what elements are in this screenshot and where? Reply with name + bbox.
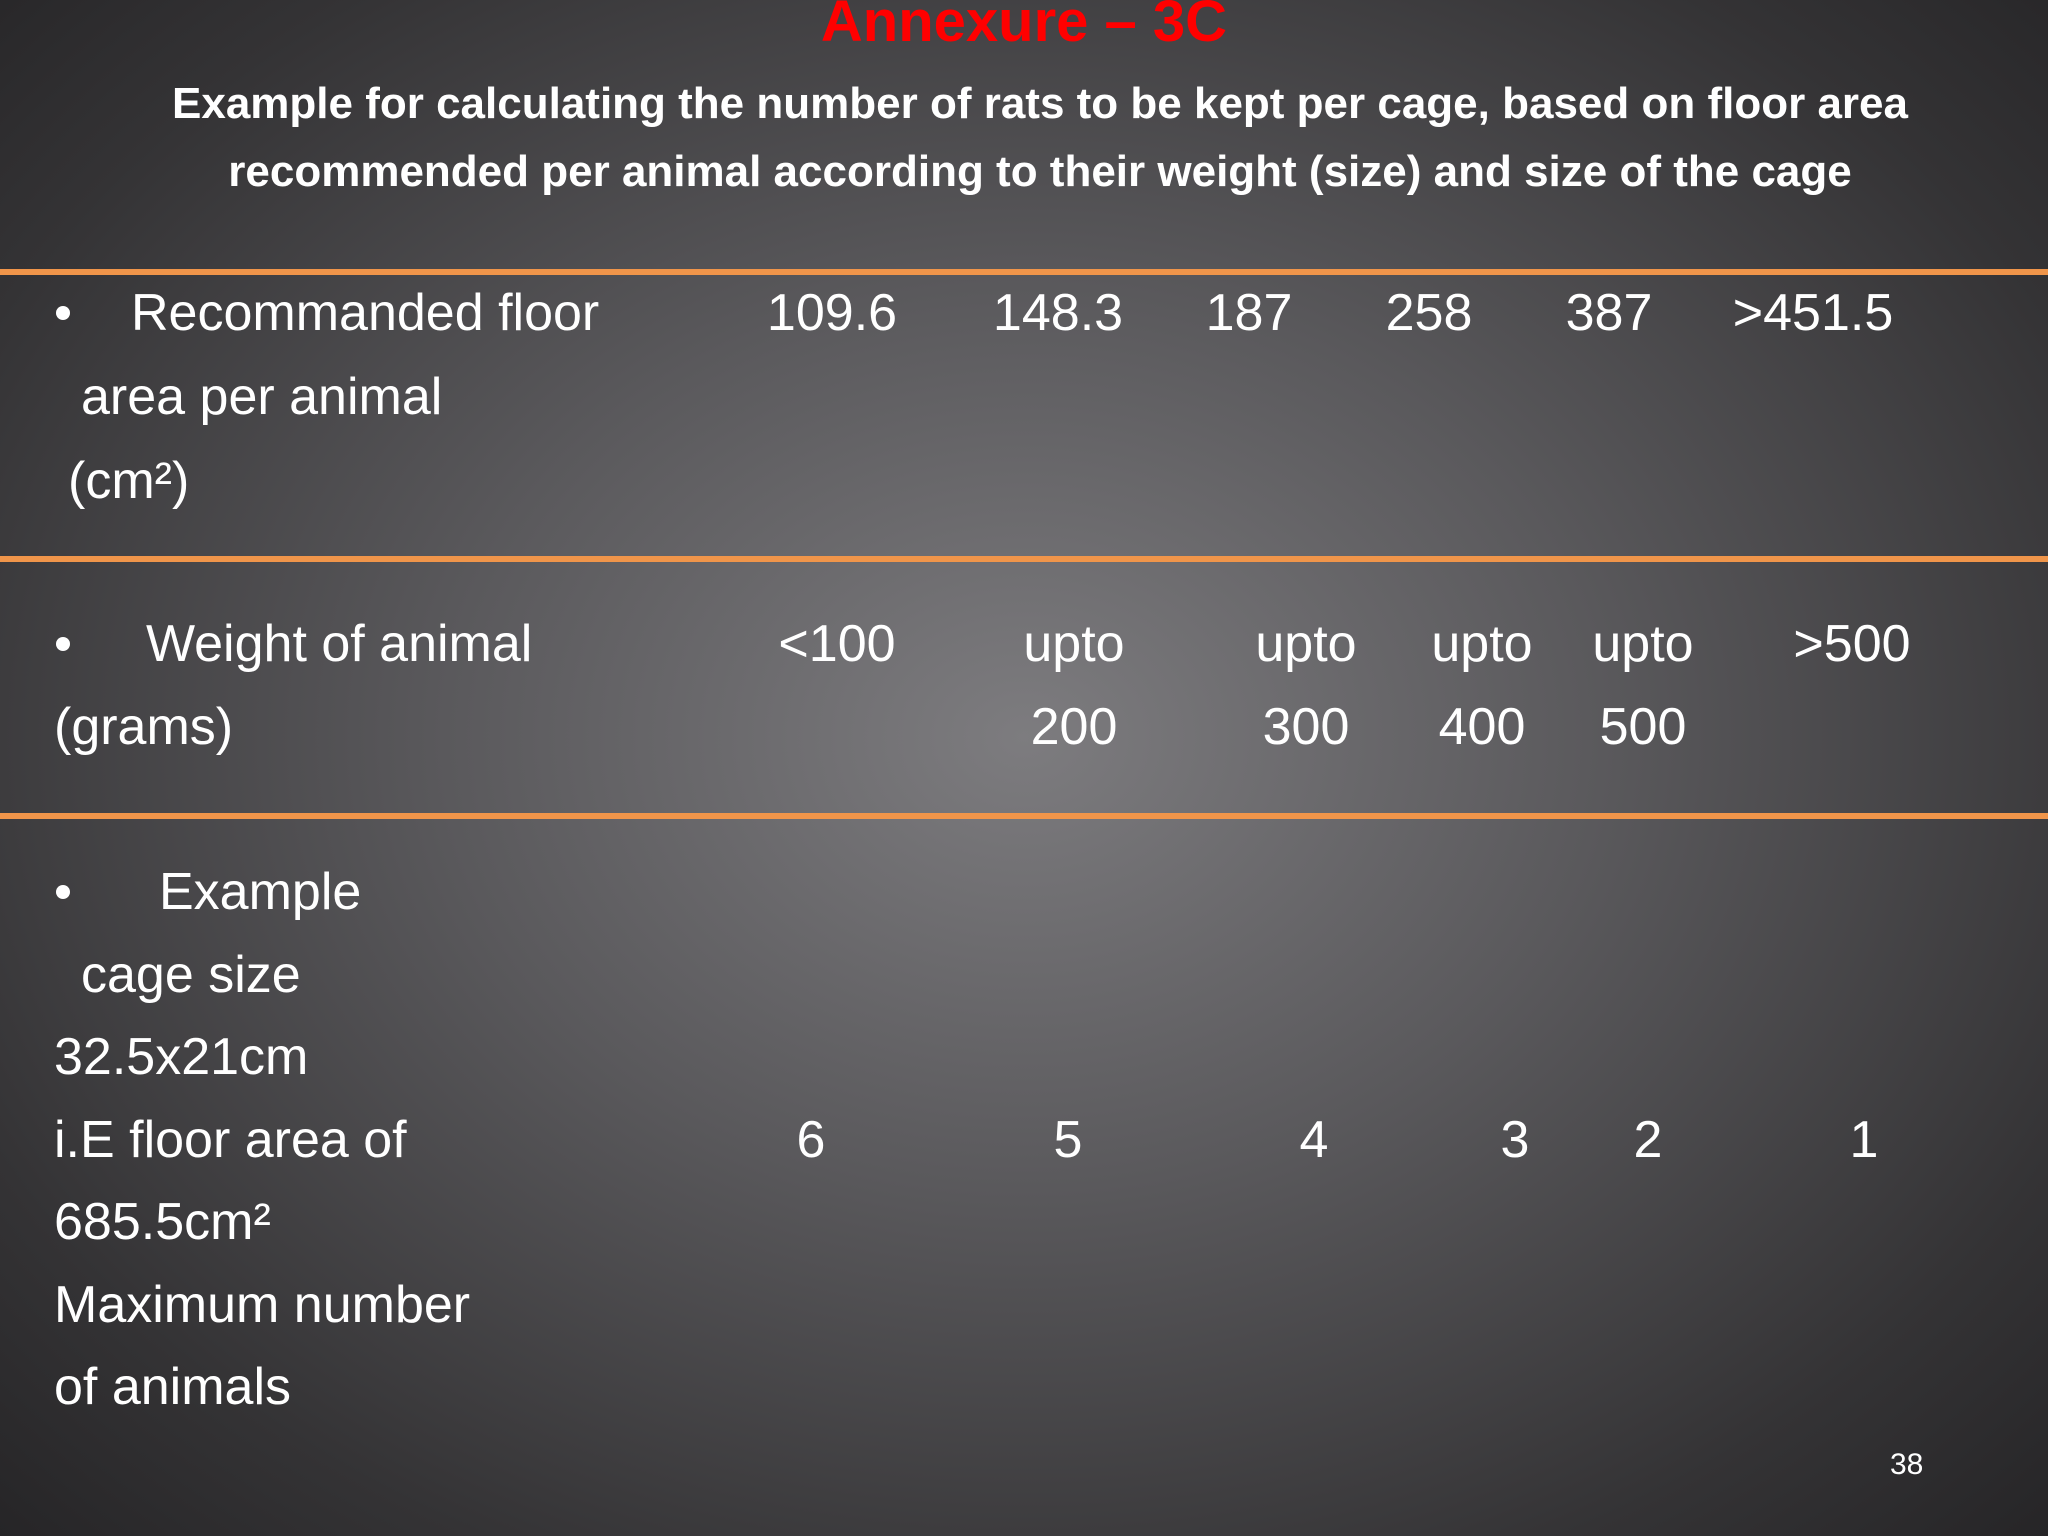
table-cell: 1 — [1849, 1111, 1879, 1169]
table-cell: 3 — [1500, 1111, 1530, 1169]
table-cell: <100 — [778, 615, 896, 673]
table-cell: 300 — [1262, 698, 1350, 756]
row-label: Example — [159, 863, 362, 921]
table-cell: 109.6 — [766, 284, 898, 342]
table-cell: upto — [1255, 615, 1357, 673]
table-cell: 4 — [1299, 1111, 1329, 1169]
table-cell: 2 — [1633, 1111, 1663, 1169]
table-cell: 6 — [796, 1111, 826, 1169]
bullet — [56, 885, 70, 899]
row-label: 32.5x21cm — [54, 1028, 309, 1086]
row-label: Maximum number — [54, 1276, 471, 1334]
row-label: (grams) — [54, 698, 234, 756]
table-cell: 148.3 — [992, 284, 1124, 342]
slide-title: Annexure – 3C — [820, 0, 1228, 54]
table-cell: 387 — [1565, 284, 1653, 342]
table-cell: upto — [1431, 615, 1533, 673]
slide-subtitle: Example for calculating the number of ra… — [172, 79, 1908, 196]
bullet — [56, 306, 70, 320]
bullet — [56, 637, 70, 651]
table-cell: 400 — [1438, 698, 1526, 756]
row-label: Weight of animal — [146, 615, 533, 673]
table-cell: >500 — [1793, 615, 1911, 673]
row-label: i.E floor area of — [54, 1111, 407, 1169]
row-label: area per animal — [81, 368, 443, 426]
divider — [0, 269, 2048, 275]
table-cell: 5 — [1053, 1111, 1083, 1169]
table-cell: 200 — [1030, 698, 1118, 756]
table-cell: 187 — [1205, 284, 1293, 342]
table-cell: 500 — [1599, 698, 1687, 756]
row-label: cage size — [81, 946, 301, 1004]
table-cell: upto — [1592, 615, 1694, 673]
table-cell: upto — [1023, 615, 1125, 673]
table-cell: >451.5 — [1732, 284, 1894, 342]
row-label: (cm²) — [68, 452, 190, 510]
page-number: 38 — [1890, 1448, 1924, 1481]
divider — [0, 813, 2048, 819]
row-label: 685.5cm² — [54, 1193, 271, 1251]
table-cell: 258 — [1385, 284, 1473, 342]
row-label: Recommanded floor — [131, 284, 600, 342]
row-label: of animals — [54, 1358, 291, 1416]
divider — [0, 556, 2048, 562]
